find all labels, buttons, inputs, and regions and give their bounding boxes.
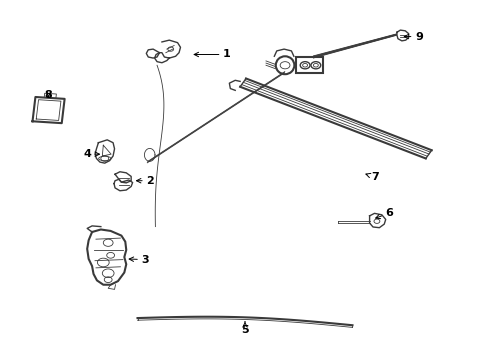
- Text: 8: 8: [45, 90, 52, 100]
- Text: 4: 4: [83, 149, 99, 159]
- Text: 5: 5: [241, 322, 249, 334]
- Text: 9: 9: [404, 32, 423, 41]
- Bar: [296, 57, 323, 73]
- Text: 2: 2: [137, 176, 154, 186]
- Text: 6: 6: [376, 208, 393, 219]
- Text: 1: 1: [194, 49, 231, 59]
- Text: 3: 3: [129, 255, 149, 265]
- Text: 7: 7: [366, 172, 379, 182]
